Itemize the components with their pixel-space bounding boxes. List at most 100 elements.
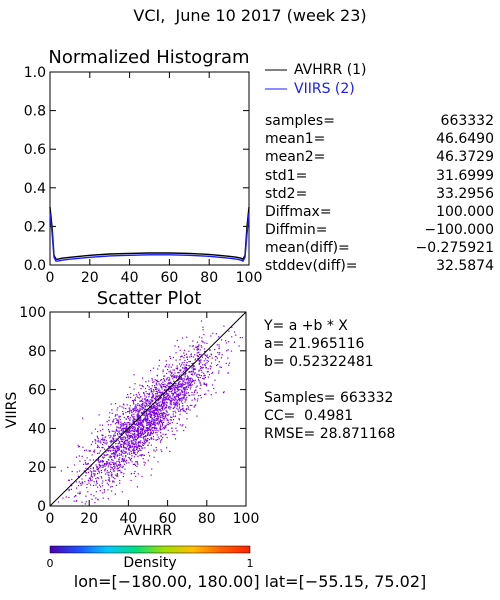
scatter-point (133, 388, 135, 390)
scatter-point (91, 476, 93, 478)
scatter-point (203, 372, 205, 374)
scatter-point (183, 357, 185, 359)
scatter-point (125, 408, 127, 410)
scatter-point (111, 409, 113, 411)
scatter-point (95, 484, 97, 486)
scatter-point (102, 428, 104, 430)
scatter-point (204, 358, 207, 360)
scatter-point (98, 463, 100, 466)
scatter-title: Scatter Plot (97, 288, 202, 309)
scatter-point (91, 432, 93, 434)
scatter-point (171, 375, 173, 377)
scatter-point (142, 420, 144, 423)
scatter-point (75, 481, 78, 483)
scatter-point (182, 367, 184, 369)
scatter-point (130, 409, 132, 412)
scatter-point (152, 391, 154, 393)
scatter-point (163, 403, 165, 405)
scatter-point (151, 397, 153, 399)
scatter-point (125, 433, 127, 435)
scatter-point (203, 334, 205, 336)
scatter-point (111, 476, 113, 478)
scatter-point (133, 418, 135, 421)
scatter-point (127, 432, 129, 434)
scatter-point (186, 379, 188, 381)
scatter-point (110, 466, 112, 468)
colorbar-title: Density (123, 555, 176, 571)
scatter-point (121, 458, 123, 460)
scatter-point (192, 374, 194, 376)
scatter-point (142, 420, 144, 422)
scatter-point (121, 431, 123, 433)
scatter-point (102, 457, 104, 459)
scatter-point (149, 421, 151, 424)
scatter-point (148, 423, 150, 425)
scatter-point (149, 401, 151, 403)
scatter-point (148, 400, 150, 403)
scatter-point (128, 438, 131, 440)
scatter-point (189, 404, 191, 406)
scatter-point (111, 459, 113, 461)
scatter-point (188, 365, 190, 367)
scatter-point (162, 412, 164, 415)
scatter-point (129, 407, 131, 409)
scatter-point (185, 379, 187, 381)
scatter-point (114, 466, 116, 468)
scatter-point (178, 399, 180, 401)
scatter-point (116, 445, 118, 447)
scatter-point (173, 385, 175, 387)
scatter-point (116, 460, 118, 463)
scatter-point (87, 491, 89, 493)
scatter-point (119, 442, 121, 444)
scatter-point (128, 436, 130, 438)
scatter-point (117, 419, 119, 421)
scatter-point (79, 491, 81, 493)
scatter-point (121, 429, 123, 431)
scatter-point (131, 425, 133, 427)
scatter-point (155, 422, 157, 424)
scatter-point (227, 357, 229, 359)
scatter-point (194, 359, 196, 361)
scatter-point (82, 482, 84, 484)
scatter-point (133, 421, 135, 423)
scatter-x-tick-label: 20 (80, 511, 98, 527)
scatter-point (167, 421, 169, 423)
scatter-point (138, 448, 141, 450)
scatter-point (163, 401, 165, 404)
scatter-point (96, 467, 98, 469)
scatter-point (166, 393, 168, 395)
scatter-point (126, 447, 128, 449)
scatter-point (133, 429, 135, 431)
scatter-point (221, 354, 223, 356)
scatter-point (95, 464, 97, 466)
scatter-point (169, 450, 171, 452)
scatter-point (141, 408, 143, 410)
scatter-point (98, 472, 100, 474)
scatter-point (153, 449, 155, 451)
scatter-point (141, 428, 143, 430)
scatter-point (176, 430, 178, 432)
scatter-point (162, 399, 164, 401)
scatter-point (163, 417, 165, 420)
scatter-point (140, 428, 142, 430)
scatter-point (135, 430, 137, 432)
scatter-point (161, 422, 163, 424)
scatter-point (133, 420, 135, 422)
scatter-point (203, 382, 205, 384)
scatter-point (174, 392, 176, 394)
scatter-point (123, 459, 125, 461)
scatter-point (184, 387, 186, 389)
scatter-point (140, 404, 143, 406)
scatter-point (97, 466, 99, 468)
scatter-point (102, 460, 104, 462)
histogram-x-tick-label: 100 (236, 270, 263, 286)
scatter-point (148, 386, 150, 388)
scatter-point (101, 466, 103, 468)
scatter-point (95, 470, 97, 472)
scatter-point (133, 408, 135, 410)
scatter-point (124, 437, 126, 439)
scatter-point (160, 403, 162, 406)
scatter-point (185, 367, 187, 369)
scatter-point (95, 491, 97, 493)
scatter-point (180, 385, 182, 387)
